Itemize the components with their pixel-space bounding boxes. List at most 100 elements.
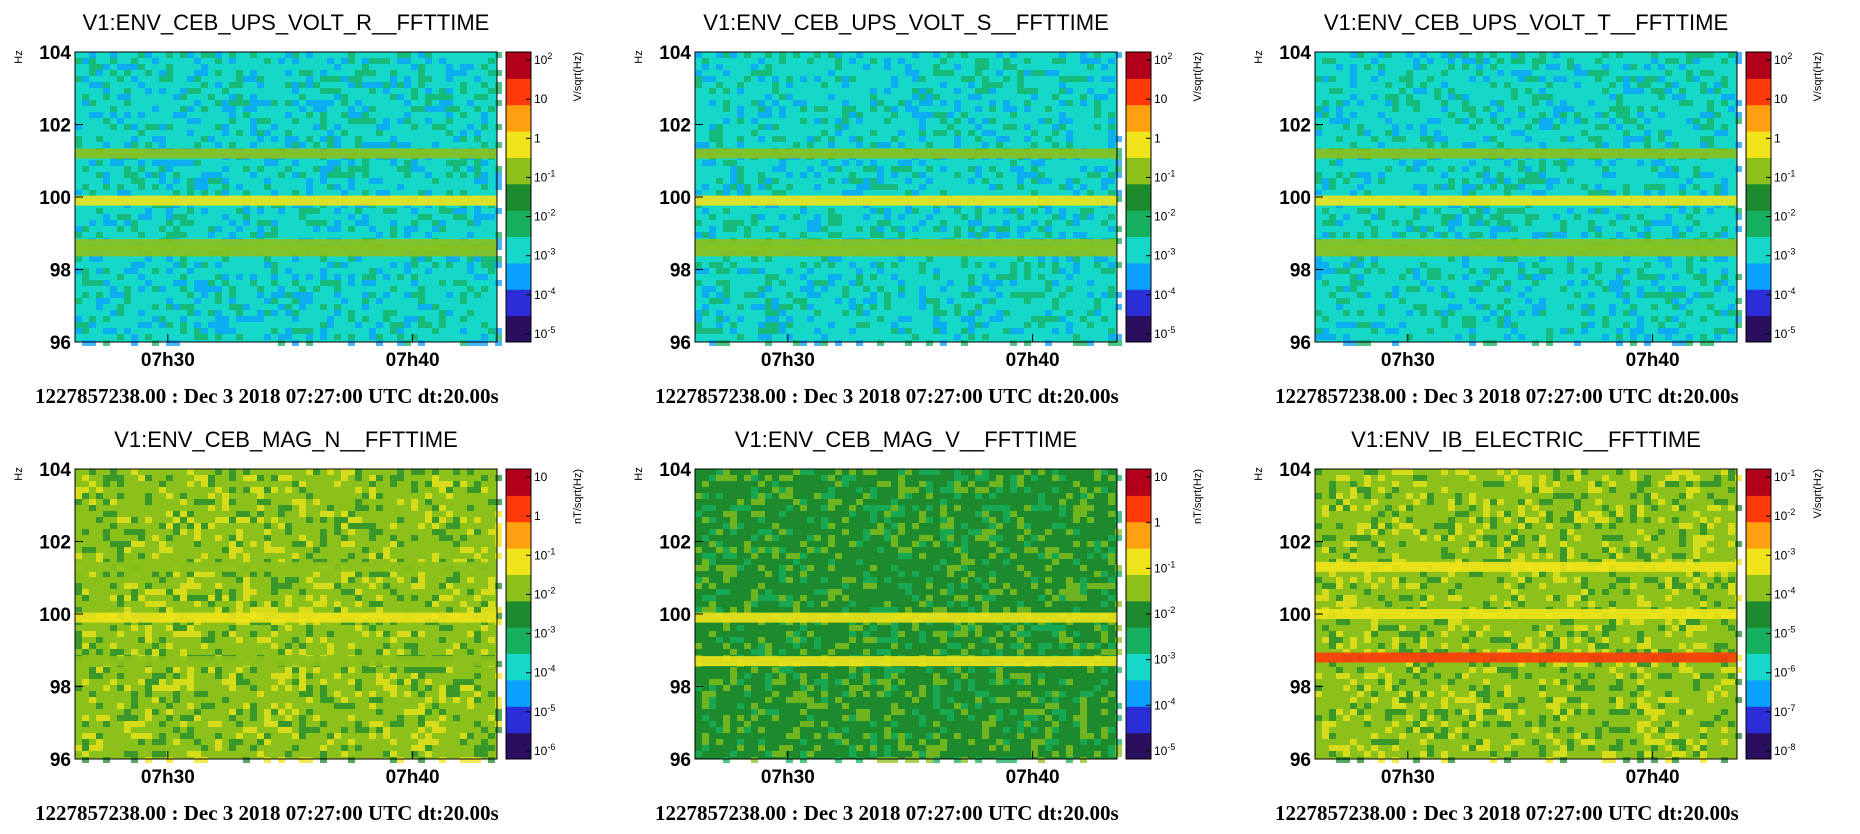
heatmap-cell (1665, 88, 1672, 94)
heatmap-cell (870, 160, 877, 166)
heatmap-cell (863, 286, 870, 292)
heatmap-cell (968, 316, 975, 322)
heatmap-cell (467, 505, 474, 511)
heatmap-cell (1066, 142, 1073, 148)
heatmap-cell (1108, 535, 1115, 541)
heatmap-cell (103, 118, 110, 124)
heatmap-cell (898, 232, 905, 238)
colorbar-segment (506, 627, 531, 655)
heatmap-cell (1602, 190, 1609, 196)
heatmap-cell (1406, 334, 1413, 340)
heatmap-cell (152, 649, 159, 655)
heatmap-cell (383, 679, 390, 685)
heatmap-cell (1413, 58, 1420, 64)
heatmap-cell (1532, 94, 1539, 100)
heatmap-cell (341, 58, 348, 64)
colorbar-segment (506, 183, 531, 211)
heatmap-cell (257, 130, 264, 136)
heatmap-cell (716, 637, 723, 643)
heatmap-cell (1045, 232, 1052, 238)
heatmap-cell (215, 328, 222, 334)
heatmap-cell (75, 631, 82, 637)
heatmap-cell (1609, 106, 1616, 112)
heatmap-cell (898, 142, 905, 148)
heatmap-cell (870, 178, 877, 184)
heatmap-cell (1322, 76, 1329, 82)
heatmap-cell (1602, 88, 1609, 94)
heatmap-cell (152, 643, 159, 649)
heatmap-cell (1101, 469, 1108, 475)
heatmap-cell (222, 256, 229, 262)
heatmap-cell (432, 517, 439, 523)
heatmap-cell (1623, 64, 1630, 70)
heatmap-cell (716, 469, 723, 475)
heatmap-cell (481, 64, 488, 70)
heatmap-cell (376, 673, 383, 679)
heatmap-cell (737, 316, 744, 322)
heatmap-cell (215, 595, 222, 601)
heatmap-cell (334, 733, 341, 739)
heatmap-cell (446, 487, 453, 493)
heatmap-cell (772, 166, 779, 172)
heatmap-cell (1017, 517, 1024, 523)
heatmap-cell (376, 553, 383, 559)
heatmap-cell (695, 583, 702, 589)
heatmap-cell (961, 340, 968, 346)
heatmap-cell (1343, 118, 1350, 124)
heatmap-cell (341, 589, 348, 595)
heatmap-cell (1700, 292, 1707, 298)
heatmap-cell (250, 100, 257, 106)
heatmap-cell (1066, 583, 1073, 589)
heatmap-cell (166, 703, 173, 709)
heatmap-cell (75, 142, 82, 148)
heatmap-cell (1672, 274, 1679, 280)
heatmap-cell (1059, 124, 1066, 130)
heatmap-cell (194, 691, 201, 697)
heatmap-cell (89, 691, 96, 697)
heatmap-cell (1024, 262, 1031, 268)
heatmap-cell (814, 172, 821, 178)
heatmap-cell (1602, 142, 1609, 148)
heatmap-cell (1539, 166, 1546, 172)
heatmap-cell (103, 721, 110, 727)
heatmap-cell (215, 82, 222, 88)
heatmap-cell (1532, 214, 1539, 220)
heatmap-cell (1672, 226, 1679, 232)
heatmap-cell (968, 328, 975, 334)
heatmap-cell (1581, 328, 1588, 334)
heatmap-cell (215, 322, 222, 328)
colorbar-segment (506, 78, 531, 106)
heatmap-cell (138, 178, 145, 184)
heatmap-cell (1066, 256, 1073, 262)
heatmap-cell (327, 136, 334, 142)
heatmap-cell (1073, 607, 1080, 613)
heatmap-cell (954, 493, 961, 499)
heatmap-cell (397, 166, 404, 172)
heatmap-cell (828, 52, 835, 58)
heatmap-cell (884, 637, 891, 643)
heatmap-cell (376, 601, 383, 607)
heatmap-cell (243, 583, 250, 589)
heatmap-cell (1115, 166, 1122, 172)
heatmap-cell (1392, 220, 1399, 226)
heatmap-cell (870, 166, 877, 172)
heatmap-cell (103, 328, 110, 334)
heatmap-cell (481, 589, 488, 595)
heatmap-cell (919, 88, 926, 94)
heatmap-cell (236, 274, 243, 280)
heatmap-cell (954, 481, 961, 487)
heatmap-cell (334, 226, 341, 232)
heatmap-cell (439, 709, 446, 715)
heatmap-cell (954, 505, 961, 511)
heatmap-cell (397, 541, 404, 547)
heatmap-cell (1595, 142, 1602, 148)
heatmap-cell (1385, 292, 1392, 298)
heatmap-cell (1406, 226, 1413, 232)
heatmap-cell (124, 220, 131, 226)
heatmap-cell (362, 577, 369, 583)
heatmap-cell (460, 643, 467, 649)
heatmap-cell (425, 76, 432, 82)
heatmap-cell (954, 232, 961, 238)
heatmap-cell (800, 577, 807, 583)
heatmap-cell (1115, 334, 1122, 340)
